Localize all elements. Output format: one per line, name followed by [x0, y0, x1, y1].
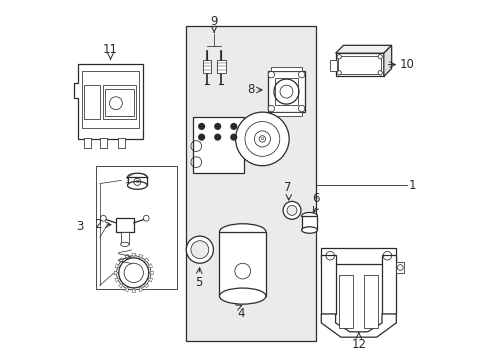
Circle shape: [267, 105, 274, 112]
Bar: [100, 138, 107, 148]
Circle shape: [230, 123, 236, 129]
Polygon shape: [147, 264, 152, 267]
Circle shape: [298, 71, 304, 78]
Ellipse shape: [301, 227, 317, 233]
Bar: [381, 255, 395, 314]
Circle shape: [116, 256, 151, 290]
Ellipse shape: [127, 173, 147, 181]
Bar: [217, 60, 225, 73]
Bar: [185, 26, 315, 341]
Polygon shape: [115, 264, 120, 267]
Text: 12: 12: [350, 338, 366, 351]
Bar: [83, 138, 91, 148]
Bar: [203, 60, 211, 73]
Circle shape: [259, 136, 265, 142]
Bar: [339, 275, 353, 328]
Text: 9: 9: [210, 15, 218, 28]
Bar: [301, 216, 317, 230]
Circle shape: [283, 202, 300, 219]
Circle shape: [214, 123, 220, 129]
Text: o: o: [260, 136, 264, 141]
Polygon shape: [132, 288, 136, 292]
Polygon shape: [115, 279, 120, 282]
Bar: [127, 177, 147, 185]
Circle shape: [336, 71, 341, 75]
Circle shape: [298, 105, 304, 112]
Text: 8: 8: [246, 84, 254, 96]
Bar: [338, 56, 380, 73]
Polygon shape: [124, 254, 128, 259]
Bar: [274, 78, 298, 105]
Text: 10: 10: [399, 58, 414, 71]
Polygon shape: [383, 45, 391, 76]
Text: o: o: [135, 179, 139, 184]
Polygon shape: [321, 314, 395, 337]
Circle shape: [377, 55, 382, 59]
Bar: [271, 67, 301, 71]
Circle shape: [190, 241, 208, 258]
Polygon shape: [144, 283, 149, 288]
Circle shape: [198, 123, 204, 129]
Bar: [364, 275, 378, 328]
Polygon shape: [139, 254, 143, 259]
Text: 6: 6: [311, 192, 319, 205]
Bar: [83, 85, 100, 119]
Circle shape: [143, 215, 149, 221]
Circle shape: [377, 71, 382, 75]
Bar: [219, 232, 265, 296]
Circle shape: [186, 236, 213, 263]
Circle shape: [214, 134, 220, 140]
Bar: [321, 248, 395, 264]
Circle shape: [267, 71, 274, 78]
Circle shape: [235, 112, 288, 166]
Text: 5: 5: [195, 276, 203, 289]
Bar: [335, 53, 383, 76]
Polygon shape: [144, 258, 149, 262]
Polygon shape: [148, 271, 153, 275]
Bar: [118, 138, 124, 148]
Bar: [329, 60, 336, 71]
Polygon shape: [147, 279, 152, 282]
Bar: [121, 232, 129, 244]
Bar: [103, 85, 135, 119]
Polygon shape: [139, 287, 143, 292]
Bar: [271, 112, 301, 116]
Circle shape: [198, 134, 204, 140]
Polygon shape: [118, 258, 123, 262]
Text: 2: 2: [94, 218, 102, 231]
Bar: [267, 71, 305, 112]
Ellipse shape: [127, 181, 147, 189]
Text: 4: 4: [237, 307, 244, 320]
Bar: [116, 217, 134, 232]
Polygon shape: [124, 287, 128, 292]
Ellipse shape: [301, 212, 317, 219]
Circle shape: [286, 205, 296, 215]
Bar: [96, 166, 176, 289]
Text: 11: 11: [103, 43, 118, 56]
Polygon shape: [335, 45, 391, 53]
Bar: [321, 255, 335, 314]
Bar: [395, 262, 404, 273]
Ellipse shape: [219, 288, 265, 304]
Circle shape: [101, 215, 106, 221]
Text: 3: 3: [76, 220, 83, 233]
Bar: [82, 71, 139, 128]
Text: 7: 7: [283, 181, 290, 194]
Text: 1: 1: [408, 179, 415, 192]
Polygon shape: [118, 283, 123, 288]
Polygon shape: [114, 271, 119, 275]
Circle shape: [230, 134, 236, 140]
Circle shape: [336, 55, 341, 59]
Polygon shape: [132, 253, 136, 258]
Polygon shape: [74, 64, 142, 139]
Bar: [105, 89, 134, 116]
Ellipse shape: [121, 242, 129, 247]
Ellipse shape: [219, 224, 265, 240]
Bar: [192, 117, 244, 173]
